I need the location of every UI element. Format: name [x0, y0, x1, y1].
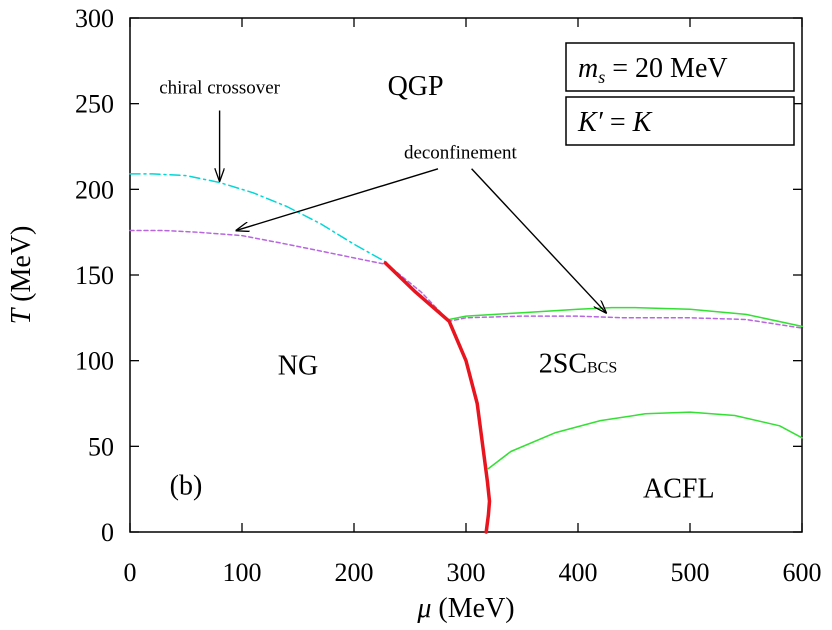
first-order-transition-line — [383, 261, 492, 534]
annotation-text: chiral crossover — [159, 77, 280, 98]
region-label: NG — [278, 350, 318, 381]
y-tick-label: 0 — [101, 518, 114, 547]
x-tick-label: 200 — [335, 558, 374, 587]
y-tick-label: 100 — [75, 347, 114, 376]
parameter-box-frame — [565, 42, 795, 92]
region-label: (b) — [170, 470, 203, 501]
annotation-arrow — [236, 168, 439, 231]
region-label: 2SCBCS — [539, 349, 618, 380]
annotation-text: deconfinement — [404, 142, 518, 163]
y-axis-symbol: T — [6, 306, 37, 324]
chiral-crossover-line — [129, 173, 389, 264]
x-axis-symbol: μ — [416, 593, 431, 624]
axis-ticks: 0 100 200 300 400 500 600 0 50 100 150 200 250 300 μ (… — [6, 4, 822, 624]
parameter-box-frame — [565, 96, 795, 146]
y-tick-label: 150 — [75, 261, 114, 290]
phase-boundary-2sc-upper — [448, 306, 803, 328]
deconfinement-line — [129, 229, 803, 329]
x-tick-label: 400 — [559, 558, 598, 587]
annotation-arrow — [471, 168, 606, 313]
x-axis-title: μ (MeV) — [416, 593, 514, 624]
parameter-text: K′ = K — [577, 107, 653, 138]
parameter-text: ms = 20 MeV — [578, 53, 728, 87]
parameter-box: ms = 20 MeV K′ = K — [565, 42, 795, 146]
y-tick-label: 300 — [75, 4, 114, 33]
y-axis-title: T (MeV) — [6, 226, 37, 325]
y-tick-label: 50 — [88, 432, 114, 461]
x-tick-label: 600 — [783, 558, 822, 587]
chart-texts: QGP NG 2SCBCS ACFL (b) chiral crossover deconf… — [159, 71, 714, 505]
x-axis-unit: (MeV) — [431, 593, 514, 624]
annotation-arrows — [220, 110, 606, 313]
x-tick-label: 100 — [223, 558, 262, 587]
x-tick-label: 0 — [124, 558, 137, 587]
y-tick-label: 200 — [75, 175, 114, 204]
x-tick-label: 500 — [671, 558, 710, 587]
region-label: ACFL — [643, 474, 715, 505]
y-tick-label: 250 — [75, 90, 114, 119]
x-tick-label: 300 — [447, 558, 486, 587]
phase-boundaries — [129, 173, 803, 534]
phase-boundary-2sc-acfl — [487, 411, 803, 470]
region-label: QGP — [388, 71, 444, 102]
y-axis-unit: (MeV) — [6, 226, 37, 309]
